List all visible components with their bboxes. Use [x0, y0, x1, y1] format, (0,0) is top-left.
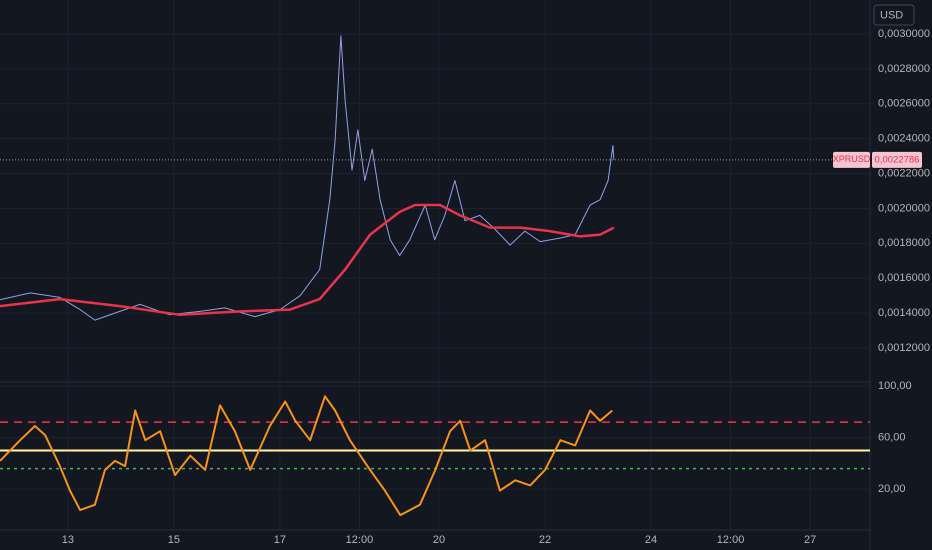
x-tick-label: 22 — [539, 534, 551, 546]
x-tick-label: 12:00 — [346, 534, 374, 546]
price-label: 0,0022786 — [875, 154, 920, 165]
x-tick-label: 17 — [274, 534, 286, 546]
x-tick-label: 27 — [804, 534, 816, 546]
y-tick-label: 0,0016000 — [878, 272, 930, 284]
y-tick-label: 0,0020000 — [878, 202, 930, 214]
y-tick-label: 0,0026000 — [878, 98, 930, 110]
series-line — [0, 203, 615, 317]
x-tick-label: 13 — [62, 534, 74, 546]
symbol-label: XPRUSD — [833, 154, 871, 164]
y-tick-label: 20,00 — [878, 483, 906, 495]
currency-label[interactable]: USD — [880, 9, 903, 21]
y-tick-label: 60,00 — [878, 432, 906, 444]
y-tick-label: 0,0028000 — [878, 63, 930, 75]
y-tick-label: 100,00 — [878, 380, 912, 392]
x-tick-label: 20 — [433, 534, 445, 546]
x-tick-label: 24 — [645, 534, 657, 546]
price-badge — [872, 151, 922, 168]
series-line — [0, 35, 615, 321]
x-tick-label: 15 — [168, 534, 180, 546]
y-tick-label: 0,0014000 — [878, 307, 930, 319]
symbol-badge — [833, 151, 870, 168]
currency-button[interactable] — [873, 4, 915, 26]
y-tick-label: 0,0030000 — [878, 28, 930, 40]
y-tick-label: 0,0012000 — [878, 342, 930, 354]
y-tick-label: 0,0018000 — [878, 237, 930, 249]
series-line — [0, 395, 613, 517]
y-tick-label: 0,0022000 — [878, 167, 930, 179]
x-tick-label: 12:00 — [717, 534, 745, 546]
y-tick-label: 0,0024000 — [878, 133, 930, 145]
